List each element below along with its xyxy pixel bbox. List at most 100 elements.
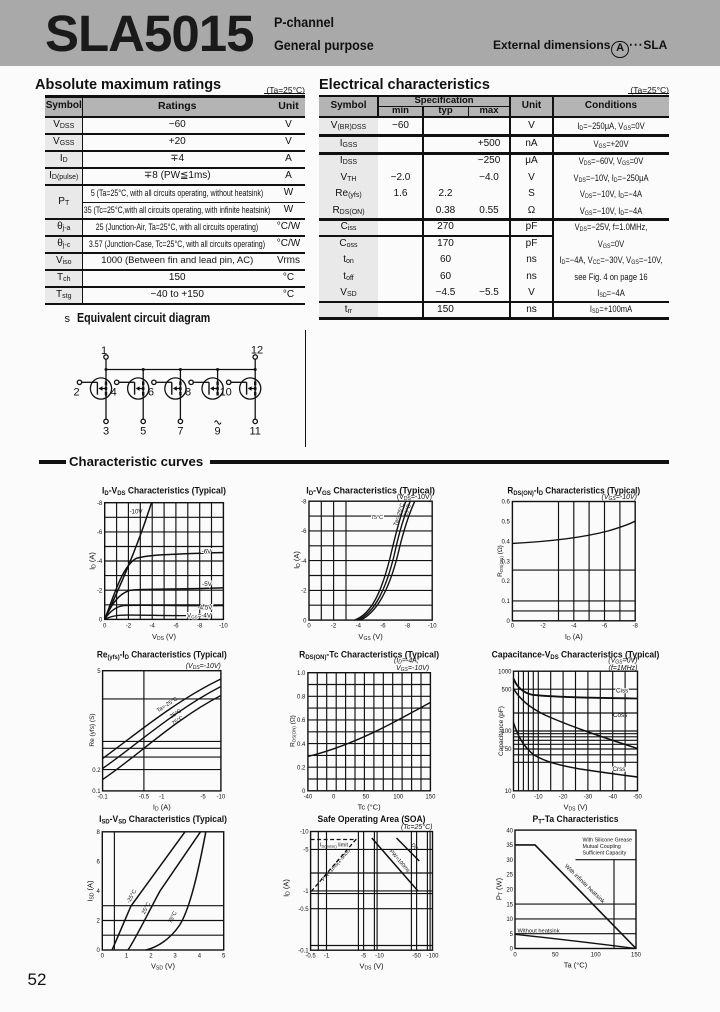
svg-text:0.3: 0.3 [502,559,511,565]
svg-text:-1: -1 [324,954,330,960]
svg-text:-40: -40 [608,795,617,801]
svg-text:5: 5 [140,426,146,438]
svg-text:1: 1 [101,345,107,357]
svg-text:ISD (A): ISD (A) [86,880,96,902]
svg-text:-0.1: -0.1 [97,795,108,801]
svg-text:0.6: 0.6 [502,500,511,506]
svg-text:25°C: 25°C [403,504,413,518]
svg-text:-4: -4 [356,624,362,630]
svg-text:50: 50 [505,747,512,753]
svg-text:ID (A): ID (A) [292,551,302,569]
svg-text:4: 4 [111,387,117,399]
svg-text:-1: -1 [159,795,165,801]
svg-text:With infinite heatsink: With infinite heatsink [563,864,605,905]
svg-text:9: 9 [215,426,221,438]
svg-text:-5: -5 [303,848,309,854]
svg-text:1000: 1000 [498,669,512,675]
svg-text:6: 6 [148,387,154,399]
svg-text:PT (W): PT (W) [495,877,505,900]
svg-text:0.1: 0.1 [92,789,101,795]
svg-text:-6: -6 [301,529,307,535]
svg-text:-30: -30 [584,795,593,801]
svg-text:-2: -2 [301,589,307,595]
svg-text:(Tc=25°C): (Tc=25°C) [401,823,433,831]
svg-text:0.2: 0.2 [297,765,306,771]
svg-text:(f=1MHz): (f=1MHz) [609,665,638,672]
svg-text:0.2: 0.2 [502,579,511,585]
svg-text:Sufficient Capacity: Sufficient Capacity [583,851,627,857]
svg-text:(VDS=-10V): (VDS=-10V) [186,663,221,671]
svg-text:ISD​-VSD​ Characteristics (Typ: ISD​-VSD​ Characteristics (Typical) [99,814,227,826]
svg-text:Ta (°C): Ta (°C) [564,961,588,970]
svg-text:8: 8 [96,830,100,836]
svg-text:10: 10 [506,917,513,923]
svg-text:DC: DC [409,842,419,852]
svg-text:150: 150 [425,795,436,801]
svg-text:(ID=-4A,: (ID=-4A, [394,658,419,666]
svg-text:VSD (V): VSD (V) [151,962,176,972]
svg-text:0: 0 [512,795,516,801]
svg-text:20: 20 [506,888,513,894]
svg-text:-10: -10 [300,830,309,836]
svg-text:-8: -8 [405,624,411,630]
svg-text:VDS (V): VDS (V) [563,803,588,813]
svg-text:(VGS=-10V): (VGS=-10V) [602,494,637,502]
svg-text:5: 5 [97,669,101,675]
svg-text:-8: -8 [633,624,639,630]
svg-text:11: 11 [249,426,260,438]
svg-text:0: 0 [303,618,307,624]
svg-text:12: 12 [251,345,263,357]
svg-text:ID (A): ID (A) [282,879,292,897]
svg-text:0: 0 [507,619,511,625]
svg-text:0: 0 [302,789,306,795]
svg-text:0.1: 0.1 [502,599,511,605]
svg-text:Capacitance (pF): Capacitance (pF) [498,706,505,756]
svg-text:Coss: Coss [613,712,627,719]
svg-text:8: 8 [185,387,191,399]
svg-text:3: 3 [103,426,109,438]
svg-text:6: 6 [96,860,100,866]
svg-text:25°C: 25°C [141,902,152,916]
svg-text:VGS=-10V): VGS=-10V) [396,665,429,673]
svg-text:-100: -100 [426,954,439,960]
svg-text:-4.5V: -4.5V [198,605,214,612]
svg-text:-2: -2 [540,624,546,630]
svg-text:0: 0 [332,795,336,801]
svg-text:Without heatsink: Without heatsink [518,929,560,935]
svg-text:25°C: 25°C [169,708,183,720]
svg-text:75°C: 75°C [168,911,179,925]
svg-text:RDS(ON) (Ω): RDS(ON) (Ω) [497,545,504,577]
svg-text:PT​-Ta Characteristics: PT​-Ta Characteristics [533,814,619,826]
svg-text:100: 100 [591,953,602,959]
svg-text:RDS(ON)​-ID​ Characteristics (: RDS(ON)​-ID​ Characteristics (Typical) [507,485,640,497]
svg-text:-10: -10 [375,954,384,960]
svg-text:4: 4 [198,954,202,960]
svg-text:0: 0 [96,948,100,954]
svg-text:-10: -10 [428,624,437,630]
svg-text:2: 2 [73,387,79,399]
svg-text:-6: -6 [602,624,608,630]
svg-text:(VGS=0V): (VGS=0V) [608,658,637,666]
svg-text:VGS=-4V: VGS=-4V [187,613,212,620]
svg-text:-0.5: -0.5 [139,795,150,801]
svg-text:150: 150 [631,953,642,959]
svg-text:-5: -5 [200,795,206,801]
svg-text:2: 2 [149,954,153,960]
svg-text:3: 3 [173,954,177,960]
svg-text:-10V: -10V [129,509,143,516]
svg-text:-6: -6 [173,624,179,630]
svg-text:-8: -8 [97,501,103,507]
svg-text:Re (yfs) (S): Re (yfs) (S) [89,713,96,746]
svg-text:With Silicone Grease: With Silicone Grease [583,838,633,844]
svg-text:0: 0 [513,953,517,959]
svg-text:Capacitance-VDS​ Characteristi: Capacitance-VDS​ Characteristics (Typica… [492,649,660,661]
svg-text:-50: -50 [633,795,642,801]
svg-text:-5: -5 [361,954,367,960]
svg-text:-6: -6 [97,530,103,536]
svg-text:-50: -50 [412,954,421,960]
svg-text:15: 15 [506,902,513,908]
svg-text:VDS (V): VDS (V) [359,962,384,972]
svg-text:50: 50 [552,953,559,959]
svg-text:-2: -2 [126,624,132,630]
svg-text:-5V: -5V [202,581,213,588]
